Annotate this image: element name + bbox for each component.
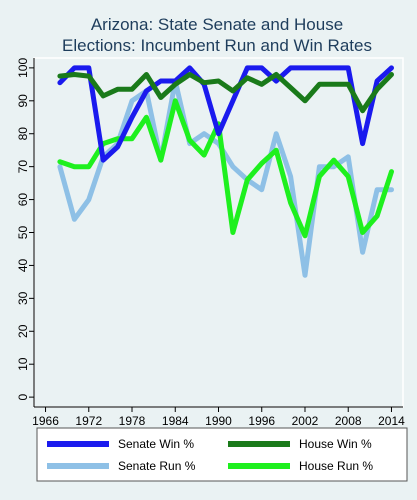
series-line-house-run xyxy=(57,98,394,239)
series-lines xyxy=(57,65,394,278)
x-axis: 1966 1972 1978 1984 1990 1996 2002 2008 2014 xyxy=(32,406,405,428)
y-tick-label: 20 xyxy=(16,324,30,338)
y-tick-label: 70 xyxy=(16,160,30,174)
x-tick-label: 2008 xyxy=(335,414,362,428)
x-tick-label: 2014 xyxy=(378,414,405,428)
plot-area xyxy=(33,57,404,408)
y-tick-label: 90 xyxy=(16,94,30,108)
chart-title-line: Elections: Incumbent Run and Win Rates xyxy=(62,36,372,55)
y-tick-label: 60 xyxy=(16,193,30,207)
y-tick-label: 40 xyxy=(16,258,30,272)
series-line-senate-win xyxy=(57,65,394,163)
y-tick-label: 30 xyxy=(16,291,30,305)
y-tick-label: 80 xyxy=(16,127,30,141)
x-tick-label: 1966 xyxy=(32,414,59,428)
legend-label: House Win % xyxy=(299,437,372,451)
x-tick-label: 1972 xyxy=(75,414,102,428)
legend-label: Senate Run % xyxy=(118,459,196,473)
x-tick-label: 1978 xyxy=(119,414,146,428)
x-tick-label: 1996 xyxy=(248,414,275,428)
legend xyxy=(36,427,408,482)
y-tick-label: 0 xyxy=(16,393,30,400)
series-line-house-win xyxy=(57,72,394,114)
legend-entries: Senate Win % House Win % Senate Run % House… xyxy=(47,437,373,473)
y-tick-label: 10 xyxy=(16,357,30,371)
legend-label: Senate Win % xyxy=(118,437,194,451)
legend-label: House Run % xyxy=(299,459,373,473)
y-axis: 0 10 20 30 40 50 60 70 80 90 100 xyxy=(16,58,35,407)
chart-title-line: Arizona: State Senate and House xyxy=(91,15,343,34)
x-tick-label: 1990 xyxy=(205,414,232,428)
chart-title: Arizona: State Senate and House Elections… xyxy=(62,15,372,55)
x-tick-label: 1984 xyxy=(162,414,189,428)
x-tick-label: 2002 xyxy=(292,414,319,428)
y-tick-label: 100 xyxy=(16,58,30,78)
y-tick-label: 50 xyxy=(16,226,30,240)
